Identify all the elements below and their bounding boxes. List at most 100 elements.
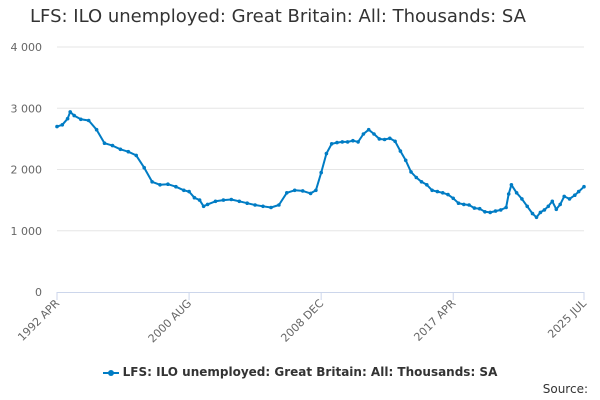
data-point [356, 140, 360, 144]
data-point [261, 204, 265, 209]
data-point [554, 207, 559, 212]
data-point [229, 197, 234, 202]
data-point [192, 195, 197, 200]
data-point [504, 205, 508, 210]
chart-title: LFS: ILO unemployed: Great Britain: All:… [30, 6, 526, 27]
data-point [187, 189, 191, 194]
data-point [582, 184, 586, 189]
data-point [292, 188, 297, 193]
data-point [102, 141, 107, 145]
data-point [430, 188, 434, 193]
data-point [514, 191, 519, 195]
data-point [213, 199, 218, 204]
data-point [446, 192, 450, 197]
data-point [382, 137, 387, 142]
data-point [55, 124, 59, 129]
data-point [245, 201, 249, 205]
data-point [377, 137, 382, 141]
data-point [86, 118, 91, 123]
data-point [419, 180, 424, 184]
data-point [372, 132, 376, 136]
data-point [166, 182, 170, 186]
data-point [308, 191, 313, 196]
y-tick-label: 1 000 [11, 225, 43, 238]
data-point [197, 198, 202, 202]
x-tick-label: 2008 DEC [278, 297, 326, 345]
data-point [403, 158, 408, 163]
y-axis: 0 1 000 2 000 3 000 4 000 [11, 41, 43, 299]
data-point [509, 183, 514, 187]
x-tick-label: 1992 APR [15, 297, 62, 344]
data-point [493, 209, 498, 213]
data-point [201, 204, 206, 209]
data-point [542, 208, 547, 212]
data-point [237, 199, 242, 204]
x-tick-label: 2000 AUG [146, 297, 195, 346]
data-point [335, 140, 339, 145]
series-line [56, 110, 585, 219]
y-tick-label: 4 000 [11, 41, 43, 54]
y-tick-label: 2 000 [11, 164, 43, 177]
x-axis: 1992 APR 2000 AUG 2008 DEC 2017 APR 2025 JUL [15, 292, 590, 346]
data-point [451, 196, 456, 201]
data-point [269, 205, 273, 210]
legend[interactable]: LFS: ILO unemployed: Great Britain: All:… [0, 365, 600, 379]
data-point [538, 210, 543, 215]
data-point [414, 175, 419, 180]
data-point [576, 189, 581, 194]
data-point [94, 127, 99, 132]
y-tick-label: 3 000 [11, 102, 43, 115]
data-point [60, 123, 65, 127]
data-point [520, 197, 524, 201]
grid-lines [57, 46, 584, 232]
data-point [388, 136, 392, 141]
data-point [174, 184, 178, 189]
data-point [68, 110, 72, 114]
data-point [562, 194, 566, 199]
data-point [467, 203, 471, 207]
data-point [142, 165, 146, 170]
data-point [462, 202, 466, 207]
data-point [472, 206, 477, 210]
legend-label: LFS: ILO unemployed: Great Britain: All:… [122, 365, 498, 379]
data-point [477, 206, 482, 211]
data-point [314, 188, 318, 193]
data-point [110, 143, 115, 148]
data-point [126, 149, 131, 154]
legend-line-marker-icon [102, 368, 119, 378]
data-point [440, 191, 445, 195]
data-point [425, 183, 429, 187]
series-layer [55, 110, 586, 220]
data-point [319, 170, 324, 175]
data-point [79, 117, 83, 122]
data-point [205, 202, 210, 207]
data-point [182, 188, 186, 193]
data-point [435, 189, 440, 194]
data-point [361, 132, 366, 136]
data-point [456, 201, 461, 205]
data-point [409, 170, 413, 174]
data-point [351, 138, 355, 143]
data-point [118, 147, 123, 152]
data-point [150, 180, 154, 184]
data-point [329, 142, 334, 146]
data-point [398, 149, 403, 153]
source-label: Source: [542, 382, 588, 396]
data-point [277, 203, 281, 207]
data-point [488, 210, 493, 215]
data-point [340, 140, 345, 144]
data-point [506, 192, 511, 196]
x-tick-label: 2017 APR [411, 297, 458, 344]
data-point [534, 215, 539, 220]
data-point [158, 183, 162, 187]
data-point [550, 199, 555, 204]
data-point [525, 204, 529, 209]
data-point [65, 116, 70, 121]
x-tick-label: 2025 JUL [545, 296, 589, 340]
data-point [285, 191, 289, 195]
data-point [558, 202, 562, 207]
data-point [253, 203, 257, 207]
data-point [483, 210, 487, 214]
data-point [573, 193, 577, 197]
